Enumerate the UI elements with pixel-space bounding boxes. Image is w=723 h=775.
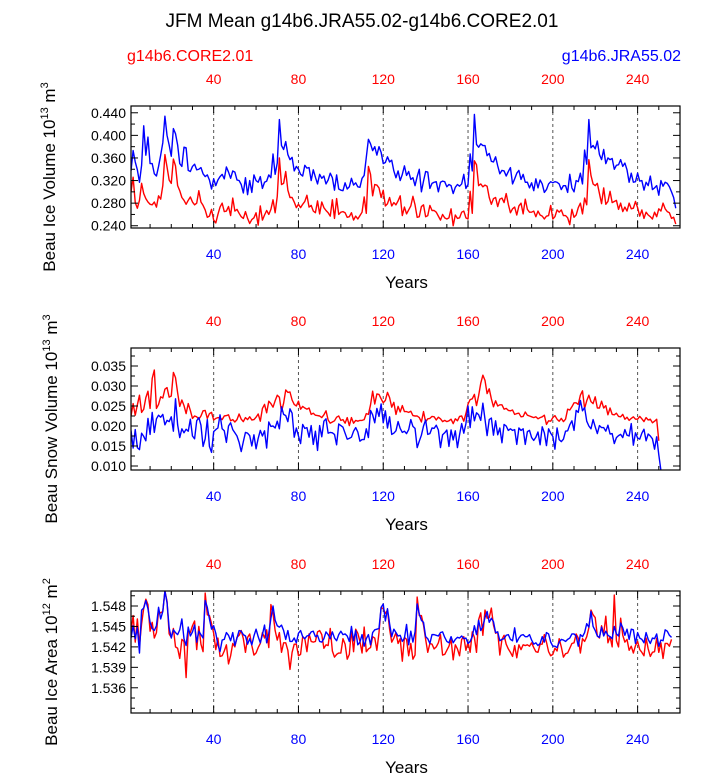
x-tick-label-top: 200 [541,556,565,572]
x-tick-label-top: 240 [626,556,650,572]
x-tick-label-top: 240 [626,71,650,87]
x-tick-label-bottom: 200 [541,731,565,747]
x-tick-label-top: 200 [541,71,565,87]
y-tick-label: 0.320 [91,173,126,189]
series-line-jra55 [131,113,677,209]
x-tick-label-top: 160 [456,71,480,87]
y-tick-label: 1.545 [91,618,126,634]
x-tick-label-top: 120 [372,556,396,572]
series-line-jra55 [131,591,673,654]
y-axis-label: Beau Ice Volume 1013 m3 [39,82,59,271]
y-tick-label: 0.030 [91,378,126,394]
x-tick-label-top: 120 [372,71,396,87]
y-axis-label: Beau Ice Area 1012 m2 [41,578,61,746]
chart-panel-2: 40 40 80 80 120 120 160 160 200 200 240 240 0.010 0.0… [41,313,681,534]
y-tick-label: 0.400 [91,127,126,143]
x-tick-label-bottom: 160 [456,246,480,262]
x-tick-label-top: 200 [541,313,565,329]
y-tick-label: 0.280 [91,195,126,211]
y-tick-label: 1.542 [91,639,126,655]
y-axis-label: Beau Snow Volume 1013 m3 [41,314,61,523]
y-tick-label: 0.240 [91,218,126,234]
legend-label-jra55: g14b6.JRA55.02 [562,48,681,65]
x-tick-label-bottom: 160 [456,488,480,504]
x-tick-label-top: 40 [206,313,222,329]
x-tick-label-bottom: 120 [372,246,396,262]
y-tick-label: 0.035 [91,358,126,374]
y-tick-label: 0.360 [91,150,126,166]
x-tick-label-bottom: 240 [626,246,650,262]
x-tick-label-top: 160 [456,313,480,329]
plot-frame [130,105,681,229]
x-tick-label-bottom: 200 [541,246,565,262]
x-tick-label-top: 40 [206,556,222,572]
y-tick-label: 1.539 [91,659,126,675]
x-tick-label-bottom: 40 [206,488,222,504]
x-axis-label: Years [385,273,428,292]
x-tick-label-bottom: 240 [626,488,650,504]
series-line-jra55 [131,398,662,470]
chart-title: JFM Mean g14b6.JRA55.02-g14b6.CORE2.01 [166,11,559,32]
plot-frame [130,347,681,471]
x-tick-label-bottom: 80 [291,246,307,262]
series-line-core2 [131,591,673,679]
x-tick-label-bottom: 80 [291,488,307,504]
y-tick-label: 0.020 [91,418,126,434]
x-tick-label-bottom: 80 [291,731,307,747]
y-tick-label: 0.010 [91,458,126,474]
y-tick-label: 0.015 [91,438,126,454]
y-tick-label: 0.440 [91,105,126,121]
legend-label-core2: g14b6.CORE2.01 [127,48,253,65]
x-tick-label-bottom: 120 [372,731,396,747]
y-tick-label: 1.548 [91,598,126,614]
x-tick-label-top: 40 [206,71,222,87]
y-tick-label: 1.536 [91,680,126,696]
x-tick-label-bottom: 240 [626,731,650,747]
x-tick-label-bottom: 40 [206,246,222,262]
x-tick-label-top: 80 [291,313,307,329]
x-tick-label-top: 240 [626,313,650,329]
x-tick-label-bottom: 200 [541,488,565,504]
chart-panel-3: 40 40 80 80 120 120 160 160 200 200 240 240 1.536 1.5… [41,556,681,775]
y-tick-label: 0.025 [91,398,126,414]
x-tick-label-top: 80 [291,71,307,87]
series-line-core2 [131,153,677,227]
x-axis-label: Years [385,758,428,775]
plot-frame [130,590,681,714]
x-tick-label-bottom: 120 [372,488,396,504]
x-tick-label-bottom: 160 [456,731,480,747]
x-tick-label-top: 80 [291,556,307,572]
chart-panel-1: 40 40 80 80 120 120 160 160 200 200 240 240 0.240 0.2… [39,71,681,292]
x-tick-label-bottom: 40 [206,731,222,747]
x-axis-label: Years [385,515,428,534]
x-tick-label-top: 120 [372,313,396,329]
x-tick-label-top: 160 [456,556,480,572]
